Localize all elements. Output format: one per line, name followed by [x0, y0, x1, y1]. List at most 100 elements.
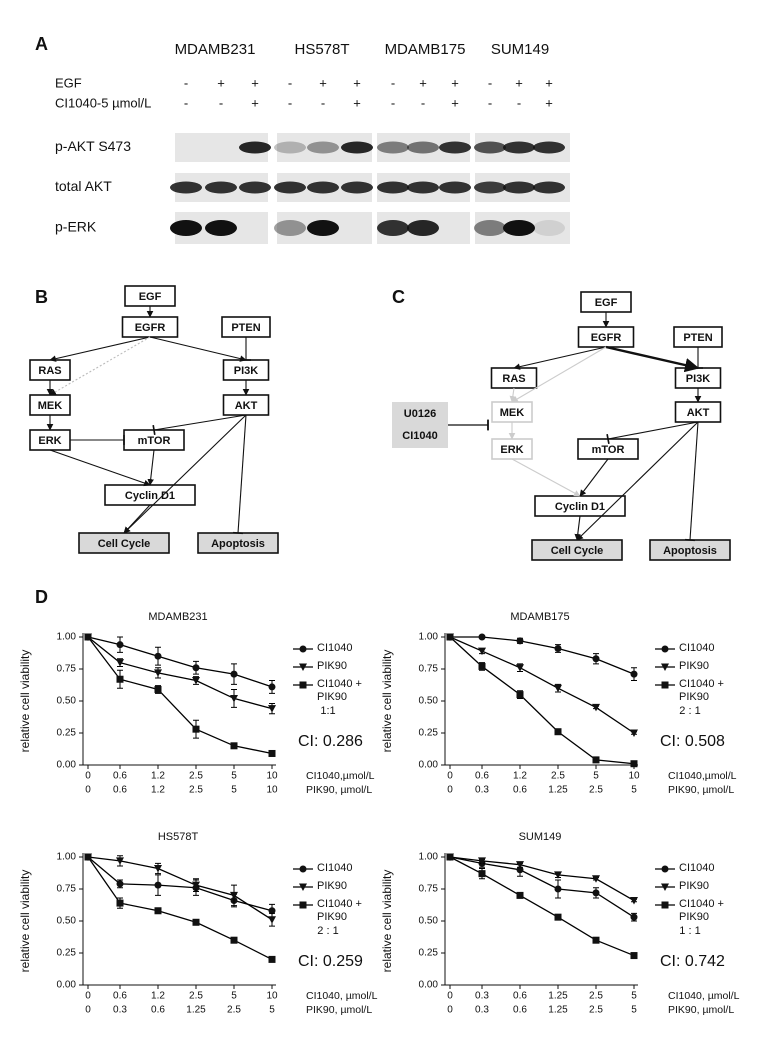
series: CI1040 [446, 633, 715, 682]
chart-title: SUM149 [519, 831, 562, 843]
y-tick-label: 0.00 [57, 760, 77, 771]
edge [147, 449, 155, 486]
edge [576, 421, 699, 541]
legend-label: CI1040 + PIK90 [679, 678, 724, 703]
x-tick-label: 5 [269, 1005, 275, 1016]
blot-band [474, 181, 506, 194]
x-tick-label: 2.5 [227, 1005, 241, 1016]
legend-label: CI1040 + PIK90 [317, 898, 362, 923]
treatment-mark: - [391, 95, 395, 110]
point [592, 703, 600, 712]
point [299, 883, 307, 891]
x-tick-label: 10 [266, 785, 278, 796]
blot-band [474, 220, 506, 236]
y-tick-label: 1.00 [419, 852, 439, 863]
panel-label: D [35, 587, 48, 607]
blot-band [239, 181, 271, 194]
legend-entry: CI1040 [317, 862, 352, 874]
x-tick-label: 10 [266, 991, 278, 1002]
point [630, 952, 638, 960]
legend-entry: CI1040 + PIK90 [317, 898, 362, 923]
point [661, 663, 669, 671]
blot-band [503, 220, 535, 236]
treatment-mark: - [288, 95, 292, 110]
series: PIK90 [84, 853, 347, 927]
blot-band [307, 181, 339, 194]
legend-ratio: 2 : 1 [679, 705, 700, 717]
edge [149, 336, 247, 362]
x-tick-label: 5 [593, 771, 599, 782]
point [478, 662, 486, 670]
point [230, 694, 238, 703]
chart-title: MDAMB231 [148, 611, 207, 623]
point [268, 955, 276, 963]
treatment-mark: + [353, 75, 361, 90]
series: CI1040 [446, 853, 715, 922]
treatment-mark: + [353, 95, 361, 110]
node-label: PTEN [231, 322, 260, 334]
edge [233, 414, 247, 535]
series: CI1040 + PIK90 [84, 853, 362, 963]
treatment-mark: - [288, 75, 292, 90]
x-tick-label: 1.25 [548, 1005, 568, 1016]
treatment-mark: + [251, 95, 259, 110]
line [87, 636, 273, 755]
treatment-mark: - [391, 75, 395, 90]
point [661, 865, 669, 873]
treatment-mark: + [419, 75, 427, 90]
legend-ratio: 1:1 [320, 705, 335, 717]
cell-line: HS578T [294, 41, 349, 58]
line [449, 856, 635, 918]
point [478, 647, 486, 656]
y-tick-label: 0.25 [57, 728, 77, 739]
edge [511, 346, 607, 403]
x-tick-label: 2.5 [189, 991, 203, 1002]
x-tick-label: 1.2 [513, 771, 527, 782]
chart-title: MDAMB175 [510, 611, 569, 623]
node-label: Cyclin D1 [125, 490, 175, 502]
y-tick-label: 0.50 [57, 696, 77, 707]
x-axis-label: CI1040, µmol/L [306, 990, 378, 1002]
node-label: RAS [502, 373, 525, 385]
treatment-mark: - [219, 95, 223, 110]
treatment-mark: - [184, 75, 188, 90]
blot-band [205, 220, 237, 236]
x-tick-label: 5 [231, 771, 237, 782]
point [554, 913, 562, 921]
node-label: ERK [38, 435, 61, 447]
treatment-mark: + [545, 75, 553, 90]
point [268, 683, 276, 691]
node-label: EGF [595, 297, 618, 309]
legend-label: CI1040 [679, 862, 715, 874]
point [154, 907, 162, 915]
point [630, 729, 638, 737]
x-tick-label: 1.25 [548, 991, 568, 1002]
point [554, 871, 562, 879]
y-tick-label: 0.50 [57, 916, 77, 927]
node-label: mTOR [592, 444, 625, 456]
node-label: mTOR [138, 435, 171, 447]
inhibitor-box [392, 402, 448, 448]
legend-label: CI1040 + PIK90 [679, 898, 724, 923]
edge [606, 421, 699, 445]
point [299, 645, 307, 653]
treatment-mark: - [517, 95, 521, 110]
x-tick-label: 0 [447, 991, 453, 1002]
point [84, 633, 92, 641]
point [230, 936, 238, 944]
line [87, 636, 273, 688]
point [516, 891, 524, 899]
point [661, 883, 669, 891]
blot-band [407, 181, 439, 194]
edge [579, 458, 609, 497]
series: CI1040 [84, 633, 352, 694]
x-axis-label: CI1040,µmol/L [668, 770, 737, 782]
point [154, 669, 162, 677]
treatment-mark: - [321, 95, 325, 110]
legend-label: CI1040 [679, 642, 715, 654]
x-axis-label: CI1040, µmol/L [668, 990, 740, 1002]
x-tick-label: 10 [628, 771, 640, 782]
point [230, 891, 238, 900]
edge [511, 458, 581, 497]
node-label: PI3K [234, 365, 259, 377]
